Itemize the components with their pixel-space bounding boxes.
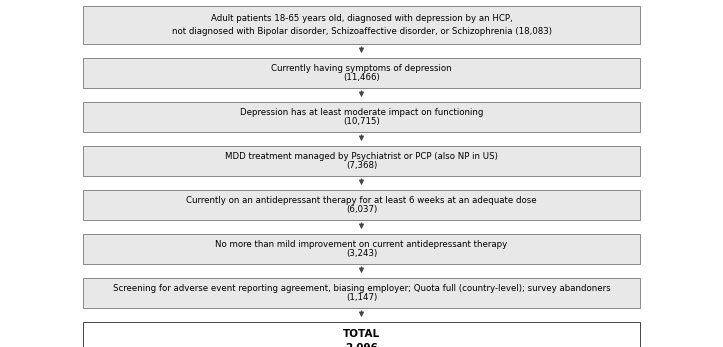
- Bar: [83, 190, 640, 220]
- Text: not diagnosed with Bipolar disorder, Schizoaffective disorder, or Schizophrenia : not diagnosed with Bipolar disorder, Sch…: [171, 27, 552, 36]
- Bar: [83, 278, 640, 308]
- Text: No more than mild improvement on current antidepressant therapy: No more than mild improvement on current…: [215, 240, 508, 249]
- Text: Depression has at least moderate impact on functioning: Depression has at least moderate impact …: [240, 108, 483, 117]
- Bar: [83, 322, 640, 347]
- Bar: [83, 146, 640, 176]
- Text: TOTAL: TOTAL: [343, 329, 380, 339]
- Text: Currently on an antidepressant therapy for at least 6 weeks at an adequate dose: Currently on an antidepressant therapy f…: [187, 196, 536, 205]
- Bar: [83, 58, 640, 88]
- Text: Adult patients 18-65 years old, diagnosed with depression by an HCP,: Adult patients 18-65 years old, diagnose…: [210, 15, 513, 23]
- Bar: [83, 102, 640, 132]
- Text: (7,368): (7,368): [346, 161, 377, 170]
- Text: MDD treatment managed by Psychiatrist or PCP (also NP in US): MDD treatment managed by Psychiatrist or…: [225, 152, 498, 161]
- Text: Screening for adverse event reporting agreement, biasing employer; Quota full (c: Screening for adverse event reporting ag…: [113, 284, 610, 293]
- Text: (1,147): (1,147): [346, 293, 377, 302]
- Text: (10,715): (10,715): [343, 117, 380, 126]
- Bar: [83, 6, 640, 44]
- Text: (3,243): (3,243): [346, 249, 377, 258]
- Text: Currently having symptoms of depression: Currently having symptoms of depression: [271, 64, 452, 73]
- Text: (11,466): (11,466): [343, 73, 380, 82]
- Text: (6,037): (6,037): [346, 205, 377, 214]
- Bar: [83, 234, 640, 264]
- Text: 2,096: 2,096: [345, 343, 378, 347]
